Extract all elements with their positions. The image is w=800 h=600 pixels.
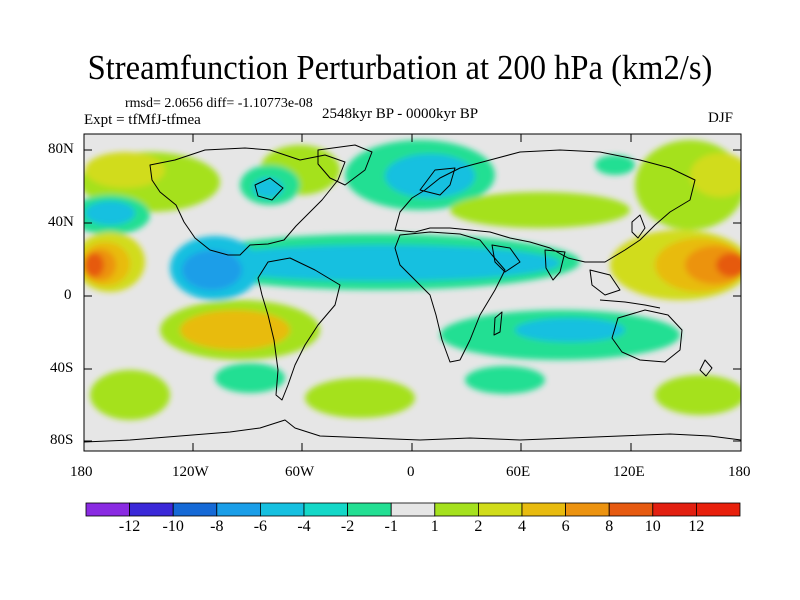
experiment-label: Expt = tfMfJ-tfmea — [84, 112, 201, 128]
anomaly-region — [450, 192, 630, 228]
anomaly-region — [716, 253, 741, 277]
anomaly-region — [690, 153, 741, 197]
colorbar-label: 12 — [688, 518, 705, 535]
lon-label: 180 — [70, 464, 93, 480]
coastlines — [84, 144, 741, 443]
lat-label: 0 — [64, 287, 72, 303]
colorbar-swatch — [216, 502, 261, 517]
lon-label: 120E — [613, 464, 645, 480]
anomaly-region — [655, 375, 741, 415]
lat-ticks — [84, 149, 741, 442]
colorbar-label: 1 — [430, 518, 439, 535]
colorbar-swatch — [434, 502, 479, 517]
anomaly-region — [215, 363, 285, 393]
colorbar-label: -2 — [340, 518, 355, 535]
anomaly-region — [85, 201, 135, 225]
lat-label: 40N — [48, 214, 74, 230]
coastline-africa — [394, 231, 506, 363]
coastline-greenland — [317, 144, 373, 186]
coastline-south-america — [257, 257, 341, 401]
lon-label: 180 — [728, 464, 751, 480]
coastline-new-zealand — [699, 359, 713, 377]
lat-label: 80S — [50, 432, 74, 448]
coastline-australia — [611, 309, 683, 363]
coastline-indonesia — [599, 299, 661, 309]
colorbar-swatch — [85, 502, 130, 517]
colorbar-label: 8 — [605, 518, 614, 535]
anomaly-region — [200, 245, 560, 281]
colorbar-swatch — [521, 502, 566, 517]
lon-label: 60E — [506, 464, 531, 480]
coastline-southeast-asia — [589, 269, 621, 296]
colorbar-swatch — [390, 502, 436, 517]
anomaly-region — [84, 253, 104, 277]
coastline-scandinavia — [419, 167, 456, 196]
lon-label: 120W — [172, 464, 209, 480]
coastline-madagascar — [493, 311, 503, 336]
anomaly-region — [305, 378, 415, 418]
colorbar-label: -8 — [210, 518, 224, 535]
anomaly-region — [595, 155, 635, 175]
colorbar-swatch — [129, 502, 174, 517]
lat-label: 80N — [48, 141, 74, 157]
colorbar-label: -10 — [162, 518, 184, 535]
season-label: DJF — [708, 110, 734, 126]
anomaly-region — [515, 318, 625, 342]
anomaly-region — [180, 310, 290, 350]
anomaly-region — [85, 152, 165, 188]
colorbar-label: -4 — [297, 518, 311, 535]
coastline-antarctica — [84, 419, 741, 443]
colorbar-label: 10 — [644, 518, 661, 535]
colorbar-swatch — [696, 502, 741, 517]
coastline-eurasia — [394, 149, 696, 263]
colorbar-swatch — [172, 502, 218, 517]
coastline-arabia — [491, 244, 521, 273]
coastline-hudson-bay — [254, 177, 284, 201]
colorbar-swatch — [565, 502, 610, 517]
lon-label: 0 — [407, 464, 415, 480]
colorbar-swatch — [608, 502, 654, 517]
colorbar-label: -6 — [253, 518, 268, 535]
anomaly-region — [182, 250, 242, 290]
coastline-india — [544, 249, 566, 281]
coastline-north-america — [149, 147, 346, 256]
colorbar-swatch — [303, 502, 348, 517]
colorbar-swatch — [347, 502, 392, 517]
lat-label: 40S — [50, 360, 74, 376]
lon-ticks — [83, 134, 632, 451]
colorbar-swatch — [652, 502, 697, 517]
colorbar-label: 2 — [474, 518, 483, 535]
colorbar-label: -12 — [118, 518, 141, 535]
period-label: 2548kyr BP - 0000kyr BP — [322, 106, 479, 122]
colorbar-label: -1 — [384, 518, 398, 535]
anomaly-region — [90, 370, 170, 420]
stats-text: rmsd= 2.0656 diff= -1.10773e-08 — [125, 96, 313, 111]
coastline-japan — [631, 214, 646, 239]
colorbar — [85, 502, 741, 517]
contour-field — [84, 140, 741, 443]
anomaly-region — [465, 366, 545, 394]
colorbar-swatch — [477, 502, 523, 517]
map-title: Streamfunction Perturbation at 200 hPa (… — [87, 48, 713, 87]
anomaly-region — [253, 178, 283, 198]
lon-label: 60W — [285, 464, 315, 480]
colorbar-label: 4 — [518, 518, 526, 535]
colorbar-label: 6 — [561, 518, 570, 535]
colorbar-swatch — [259, 502, 305, 517]
